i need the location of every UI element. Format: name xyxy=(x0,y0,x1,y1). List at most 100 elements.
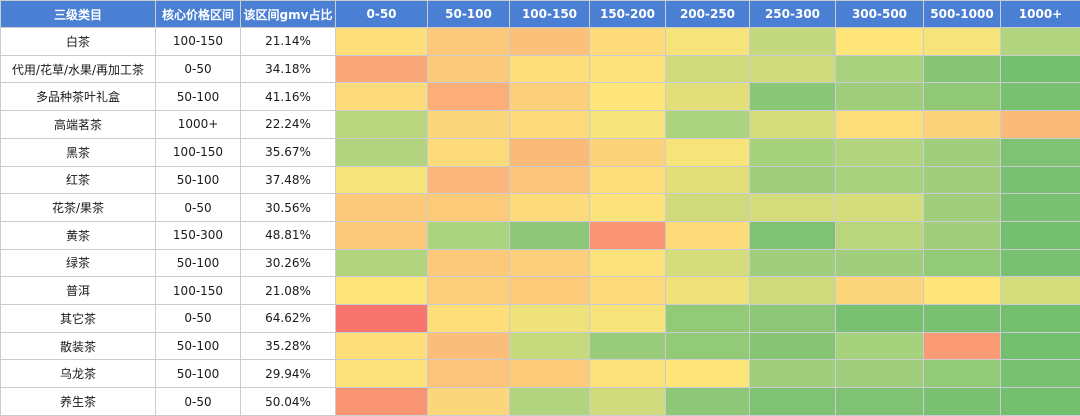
heatmap-cell xyxy=(1000,331,1080,361)
heatmap-cell xyxy=(589,110,666,139)
heatmap-cell xyxy=(665,359,750,389)
table-row: 红茶 50-100 37.48% xyxy=(0,165,1080,195)
table-row: 散装茶 50-100 35.28% xyxy=(0,331,1080,361)
heatmap-cell xyxy=(1000,276,1080,306)
heatmap-cell xyxy=(923,193,1001,222)
heatmap-cell xyxy=(749,248,836,278)
heatmap-cell xyxy=(835,54,924,84)
core-range-cell: 1000+ xyxy=(155,110,241,139)
heatmap-cell xyxy=(589,54,666,84)
column-header: 该区间gmv占比 xyxy=(240,0,336,28)
heatmap-cell xyxy=(749,110,836,139)
heatmap-cell xyxy=(335,359,428,389)
table-row: 黄茶 150-300 48.81% xyxy=(0,220,1080,250)
heatmap-cell xyxy=(1000,137,1080,167)
table-row: 黑茶 100-150 35.67% xyxy=(0,137,1080,167)
table-row: 普洱 100-150 21.08% xyxy=(0,276,1080,306)
heatmap-cell xyxy=(427,165,510,195)
heatmap-cell xyxy=(335,54,428,84)
category-cell: 高端茗茶 xyxy=(0,110,156,139)
heatmap-cell xyxy=(509,359,590,389)
heatmap-cell xyxy=(427,276,510,306)
heatmap-cell xyxy=(335,331,428,361)
category-cell: 花茶/果茶 xyxy=(0,193,156,222)
category-cell: 白茶 xyxy=(0,27,156,56)
heatmap-cell xyxy=(665,137,750,167)
heatmap-cell xyxy=(665,248,750,278)
table-row: 高端茗茶 1000+ 22.24% xyxy=(0,110,1080,139)
heatmap-cell xyxy=(665,165,750,195)
heatmap-cell xyxy=(665,220,750,250)
column-header: 300-500 xyxy=(835,0,924,28)
table-row: 绿茶 50-100 30.26% xyxy=(0,248,1080,278)
heatmap-cell xyxy=(749,304,836,333)
heatmap-cell xyxy=(509,248,590,278)
core-range-cell: 100-150 xyxy=(155,27,241,56)
column-header: 150-200 xyxy=(589,0,666,28)
heatmap-cell xyxy=(427,110,510,139)
column-header: 三级类目 xyxy=(0,0,156,28)
core-range-cell: 0-50 xyxy=(155,193,241,222)
heatmap-cell xyxy=(749,359,836,389)
gmv-share-cell: 30.56% xyxy=(240,193,336,222)
core-range-cell: 0-50 xyxy=(155,54,241,84)
heatmap-cell xyxy=(835,304,924,333)
heatmap-cell xyxy=(589,220,666,250)
heatmap-cell xyxy=(589,82,666,112)
heatmap-cell xyxy=(335,193,428,222)
heatmap-cell xyxy=(835,387,924,416)
heatmap-cell xyxy=(835,276,924,306)
heatmap-cell xyxy=(923,82,1001,112)
heatmap-cell xyxy=(589,331,666,361)
heatmap-cell xyxy=(335,387,428,416)
heatmap-cell xyxy=(589,165,666,195)
column-header: 1000+ xyxy=(1000,0,1080,28)
heatmap-cell xyxy=(923,137,1001,167)
heatmap-cell xyxy=(749,193,836,222)
category-cell: 养生茶 xyxy=(0,387,156,416)
heatmap-cell xyxy=(749,165,836,195)
heatmap-cell xyxy=(335,248,428,278)
heatmap-cell xyxy=(1000,110,1080,139)
heatmap-cell xyxy=(509,331,590,361)
gmv-share-cell: 21.08% xyxy=(240,276,336,306)
heatmap-cell xyxy=(509,54,590,84)
heatmap-cell xyxy=(923,359,1001,389)
gmv-share-cell: 21.14% xyxy=(240,27,336,56)
heatmap-cell xyxy=(335,304,428,333)
core-range-cell: 0-50 xyxy=(155,387,241,416)
heatmap-cell xyxy=(749,82,836,112)
heatmap-cell xyxy=(509,82,590,112)
heatmap-cell xyxy=(427,387,510,416)
heatmap-cell xyxy=(589,359,666,389)
heatmap-cell xyxy=(835,27,924,56)
heatmap-cell xyxy=(665,54,750,84)
heatmap-cell xyxy=(335,276,428,306)
category-cell: 代用/花草/水果/再加工茶 xyxy=(0,54,156,84)
heatmap-cell xyxy=(589,387,666,416)
table-header: 三级类目 核心价格区间 该区间gmv占比 0-50 50-100 100-150 150-2… xyxy=(0,0,1080,28)
column-header: 500-1000 xyxy=(923,0,1001,28)
heatmap-cell xyxy=(923,165,1001,195)
heatmap-cell xyxy=(427,359,510,389)
heatmap-cell xyxy=(427,248,510,278)
table-row: 乌龙茶 50-100 29.94% xyxy=(0,359,1080,389)
heatmap-cell xyxy=(835,165,924,195)
core-range-cell: 100-150 xyxy=(155,276,241,306)
column-header: 250-300 xyxy=(749,0,836,28)
heatmap-cell xyxy=(1000,248,1080,278)
core-range-cell: 50-100 xyxy=(155,331,241,361)
heatmap-cell xyxy=(923,220,1001,250)
header-row: 三级类目 核心价格区间 该区间gmv占比 0-50 50-100 100-150 150-2… xyxy=(0,0,1080,28)
heatmap-cell xyxy=(589,276,666,306)
heatmap-cell xyxy=(835,82,924,112)
column-header: 100-150 xyxy=(509,0,590,28)
heatmap-cell xyxy=(923,27,1001,56)
heatmap-cell xyxy=(923,331,1001,361)
table-row: 其它茶 0-50 64.62% xyxy=(0,304,1080,333)
heatmap-cell xyxy=(835,220,924,250)
heatmap-cell xyxy=(1000,220,1080,250)
heatmap-cell xyxy=(509,27,590,56)
heatmap-cell xyxy=(835,248,924,278)
heatmap-cell xyxy=(1000,387,1080,416)
